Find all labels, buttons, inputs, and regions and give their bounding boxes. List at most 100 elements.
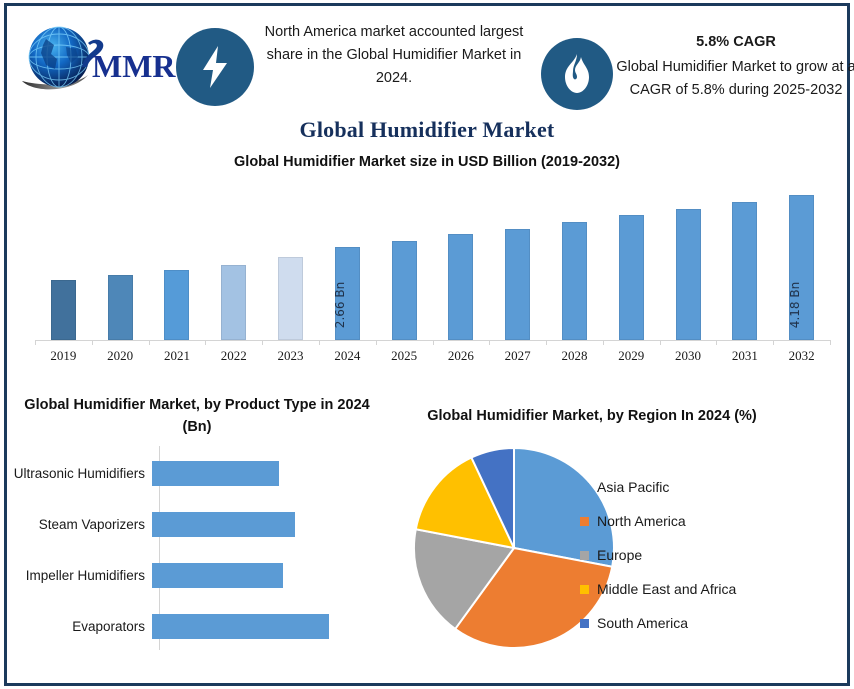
- column-axis-year-label: 2019: [50, 348, 77, 363]
- market-size-column-chart: Global Humidifier Market size in USD Bil…: [10, 150, 844, 378]
- column-bar: 2.66 Bn: [333, 247, 360, 340]
- column-bar-group: [546, 180, 603, 340]
- legend-item-label: South America: [597, 615, 689, 631]
- column-axis-tick: [148, 340, 150, 345]
- page-title: Global Humidifier Market: [299, 117, 555, 142]
- legend-item: South America: [580, 606, 840, 640]
- column-bar-group: [433, 180, 490, 340]
- column-bar-group: [262, 180, 319, 340]
- column-chart-title: Global Humidifier Market size in USD Bil…: [234, 154, 620, 170]
- column-bar: [732, 202, 758, 340]
- region-pie-chart: Global Humidifier Market, by Region In 2…: [392, 400, 844, 682]
- pie-chart-title: Global Humidifier Market, by Region In 2…: [427, 408, 757, 424]
- legend-swatch-icon: [580, 550, 589, 560]
- pie-slice: [414, 456, 516, 550]
- mmr-logo: MMR: [16, 19, 186, 99]
- column-bar: [675, 209, 701, 340]
- pie-chart-canvas: [413, 446, 615, 649]
- column-bar: [505, 229, 531, 340]
- bar-chart-title: Global Humidifier Market, by Product Typ…: [24, 397, 370, 435]
- bar-chart-row-label: Impeller Humidifiers: [25, 568, 145, 583]
- column-bar: [221, 265, 247, 340]
- pie-slice: [413, 528, 516, 631]
- column-axis-year-label: 2031: [731, 348, 758, 363]
- column-axis-tick: [262, 340, 264, 345]
- bar-chart-row: Impeller Humidifiers: [12, 550, 382, 601]
- column-axis-year-label: 2023: [277, 348, 304, 363]
- column-axis-year-label: 2022: [220, 348, 247, 363]
- bar-chart-row-fill: [152, 461, 279, 486]
- column-axis-year-label: 2024: [334, 348, 361, 363]
- column-bar: [448, 234, 474, 340]
- column-axis-tick: [830, 340, 831, 345]
- column-axis-tick: [773, 340, 775, 345]
- column-axis-year-label: 2028: [561, 348, 588, 363]
- column-bar-group: [716, 180, 773, 340]
- column-axis-tick: [602, 340, 604, 345]
- headline-north-america: North America market accounted largest s…: [264, 24, 524, 86]
- column-axis-year-label: 2032: [788, 348, 815, 363]
- column-axis-tick: [489, 340, 491, 345]
- column-axis-tick: [35, 340, 36, 345]
- legend-swatch-icon: [580, 482, 589, 492]
- column-axis-tick: [716, 340, 718, 345]
- column-bar: 4.18 Bn: [787, 195, 815, 340]
- pie-chart-legend: Asia Pacific North America Europe Middle Ea…: [580, 470, 840, 640]
- column-axis-tick: [318, 340, 320, 345]
- legend-item-label: North America: [597, 513, 686, 529]
- bar-chart-row-fill: [152, 512, 295, 537]
- bar-chart-row-fill: [152, 563, 283, 588]
- lightning-bolt-icon: [176, 28, 254, 106]
- cagr-block: 5.8% CAGR Global Humidifier Market to gr…: [616, 31, 854, 102]
- column-bar-group: [35, 180, 92, 340]
- pie-chart-svg: [413, 446, 615, 649]
- bar-chart-row-label: Steam Vaporizers: [38, 517, 145, 532]
- bar-chart-row-label: Ultrasonic Humidifiers: [13, 466, 145, 481]
- column-axis-year-label: 2021: [163, 348, 190, 363]
- column-axis-tick: [205, 340, 207, 345]
- legend-item: Europe: [580, 538, 840, 572]
- column-axis-tick: [659, 340, 661, 345]
- flame-icon: [541, 38, 613, 110]
- column-bar: [391, 241, 417, 340]
- pie-slice: [470, 446, 515, 549]
- bar-chart-row: Steam Vaporizers: [12, 499, 382, 550]
- column-axis-year-label: 2029: [618, 348, 645, 363]
- column-bar-group: [205, 180, 262, 340]
- logo-text: MMR: [92, 48, 176, 84]
- column-chart-plot: 2.66 Bn 4.18 Bn: [35, 180, 830, 340]
- column-axis-year-label: 2026: [447, 348, 474, 363]
- column-bar-group: [489, 180, 546, 340]
- pie-slice: [513, 446, 615, 568]
- column-bar-group: 2.66 Bn: [319, 180, 376, 340]
- legend-swatch-icon: [580, 516, 589, 526]
- column-bar: [50, 280, 76, 340]
- legend-item-label: Europe: [597, 547, 643, 563]
- column-bar: [618, 215, 644, 340]
- column-axis-tick: [432, 340, 434, 345]
- column-axis-year-label: 2027: [504, 348, 531, 363]
- column-axis-tick: [375, 340, 377, 345]
- cagr-description: Global Humidifier Market to grow at a CA…: [616, 59, 854, 98]
- column-axis-year-label: 2020: [107, 348, 134, 363]
- legend-item: Asia Pacific: [580, 470, 840, 504]
- column-bar-group: 4.18 Bn: [773, 180, 830, 340]
- column-bar: [164, 270, 190, 340]
- legend-swatch-icon: [580, 584, 589, 594]
- cagr-value: 5.8% CAGR: [696, 34, 776, 50]
- column-bar-group: [92, 180, 149, 340]
- column-bar-group: [603, 180, 660, 340]
- bar-chart-row-label: Evaporators: [72, 619, 145, 634]
- header: MMR North America market accounted large…: [8, 7, 854, 147]
- column-bar: [561, 222, 587, 340]
- column-bar-group: [660, 180, 717, 340]
- product-type-bar-chart: Global Humidifier Market, by Product Typ…: [12, 392, 382, 682]
- column-bar-value-label: 4.18 Bn: [787, 281, 802, 329]
- legend-item-label: Asia Pacific: [597, 479, 670, 495]
- column-axis-year-label: 2025: [391, 348, 418, 363]
- column-bar: [107, 275, 133, 340]
- column-axis-tick: [91, 340, 93, 345]
- legend-item: Middle East and Africa: [580, 572, 840, 606]
- bar-chart-axis-line: [159, 446, 160, 650]
